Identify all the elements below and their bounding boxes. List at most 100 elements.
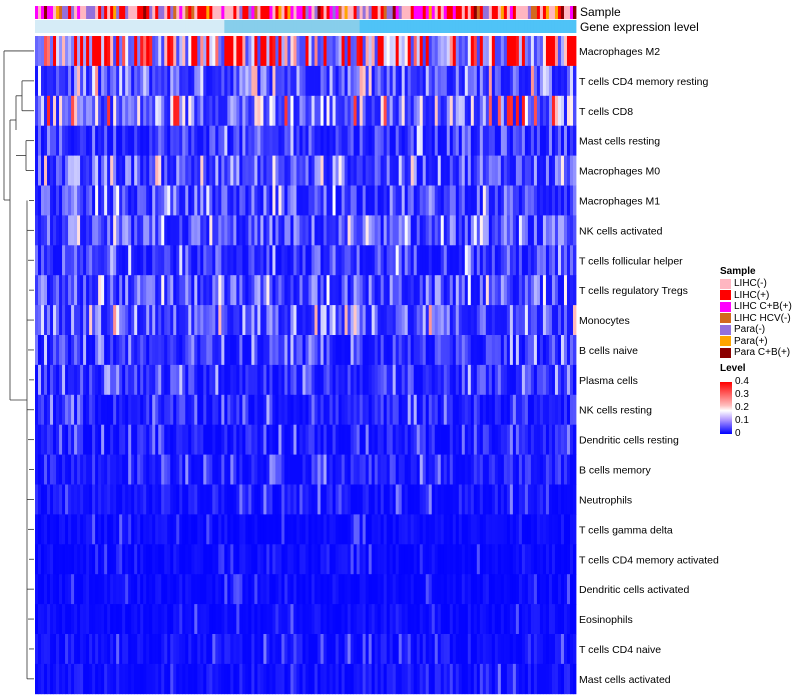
heatmap-cell: [482, 335, 487, 366]
heatmap-cell: [200, 484, 204, 515]
heatmap-cell: [350, 95, 354, 127]
heatmap-cell: [431, 95, 436, 127]
heatmap-cell: [485, 125, 490, 156]
sample-annotation-cell: [563, 6, 568, 19]
heatmap-cell: [347, 574, 351, 605]
heatmap-cell: [47, 544, 51, 575]
heatmap-cell: [236, 634, 240, 665]
heatmap-cell: [365, 574, 370, 605]
heatmap-cell: [209, 65, 213, 97]
sample-annotation-cell: [62, 6, 66, 19]
heatmap-cell: [89, 65, 93, 97]
heatmap-cell: [107, 275, 111, 306]
heatmap-cell: [527, 394, 532, 426]
heatmap-cell: [488, 65, 493, 97]
heatmap-cell: [467, 36, 472, 67]
heatmap-cell: [290, 424, 294, 455]
heatmap-cell: [485, 335, 490, 366]
heatmap-cell: [329, 215, 333, 246]
heatmap-cell: [296, 574, 300, 605]
heatmap-cell: [41, 305, 45, 336]
heatmap-cell: [371, 634, 376, 665]
heatmap-cell: [452, 185, 457, 216]
heatmap-cell: [239, 275, 243, 306]
heatmap-cell: [464, 604, 469, 635]
sample-annotation-cell: [101, 6, 105, 19]
heatmap-cell: [386, 215, 391, 246]
heatmap-cell: [44, 95, 48, 127]
heatmap-cell: [419, 514, 424, 545]
row-label: T cells CD8: [579, 106, 633, 118]
heatmap-cell: [68, 663, 72, 695]
heatmap-cell: [239, 514, 243, 545]
heatmap-cell: [248, 215, 252, 246]
heatmap-cell: [206, 663, 210, 695]
heatmap-cell: [554, 424, 559, 455]
heatmap-cell: [179, 364, 183, 396]
heatmap-cell: [572, 245, 577, 276]
heatmap-cell: [83, 663, 87, 695]
expression-annotation-cell: [509, 20, 514, 33]
heatmap-cell: [41, 514, 45, 545]
expression-annotation-cell: [569, 20, 574, 33]
heatmap-cell: [389, 454, 394, 485]
heatmap-cell: [134, 604, 138, 635]
heatmap-cell: [482, 95, 487, 127]
heatmap-cell: [443, 424, 448, 455]
heatmap-cell: [326, 125, 330, 156]
heatmap-cell: [404, 634, 409, 665]
heatmap-cell: [425, 484, 430, 515]
heatmap-cell: [458, 514, 463, 545]
heatmap-cell: [257, 125, 261, 156]
heatmap-cell: [47, 305, 51, 336]
heatmap-cell: [89, 604, 93, 635]
heatmap-cell: [260, 95, 264, 127]
heatmap-cell: [341, 65, 345, 97]
heatmap-cell: [566, 364, 571, 396]
sample-annotation-cell: [146, 6, 150, 19]
heatmap-cell: [302, 364, 306, 396]
heatmap-cell: [479, 604, 484, 635]
heatmap-cell: [104, 95, 108, 127]
heatmap-cell: [164, 245, 168, 276]
heatmap-cell: [362, 335, 367, 366]
heatmap-cell: [506, 544, 511, 575]
heatmap-cell: [104, 364, 108, 396]
heatmap-cell: [341, 604, 345, 635]
heatmap-cell: [398, 335, 403, 366]
heatmap-cell: [536, 65, 541, 97]
heatmap-cell: [455, 335, 460, 366]
heatmap-cell: [104, 454, 108, 485]
heatmap-cell: [185, 394, 189, 426]
heatmap-cell: [431, 394, 436, 426]
heatmap-cell: [41, 95, 45, 127]
heatmap-cell: [101, 245, 105, 276]
heatmap-cell: [44, 364, 48, 396]
heatmap-cell: [182, 335, 186, 366]
heatmap-cell: [431, 454, 436, 485]
heatmap-cell: [344, 454, 348, 485]
heatmap-cell: [269, 424, 273, 455]
heatmap-cell: [443, 364, 448, 396]
heatmap-cell: [185, 514, 189, 545]
sample-annotation-cell: [350, 6, 354, 19]
heatmap-cell: [248, 364, 252, 396]
sample-annotation-cell: [314, 6, 318, 19]
heatmap-cell: [488, 663, 493, 695]
heatmap-cell: [536, 305, 541, 336]
expression-annotation-cell: [101, 20, 105, 33]
heatmap-cell: [203, 663, 207, 695]
heatmap-cell: [488, 95, 493, 127]
heatmap-cell: [422, 335, 427, 366]
heatmap-cell: [566, 305, 571, 336]
heatmap-cell: [131, 36, 135, 67]
heatmap-cell: [50, 95, 54, 127]
heatmap-cell: [221, 65, 225, 97]
heatmap-cell: [179, 484, 183, 515]
heatmap-cell: [470, 245, 475, 276]
heatmap-cell: [503, 424, 508, 455]
sample-annotation-cell: [560, 6, 565, 19]
heatmap-cell: [299, 424, 303, 455]
heatmap-cell: [536, 574, 541, 605]
heatmap-cell: [56, 125, 60, 156]
